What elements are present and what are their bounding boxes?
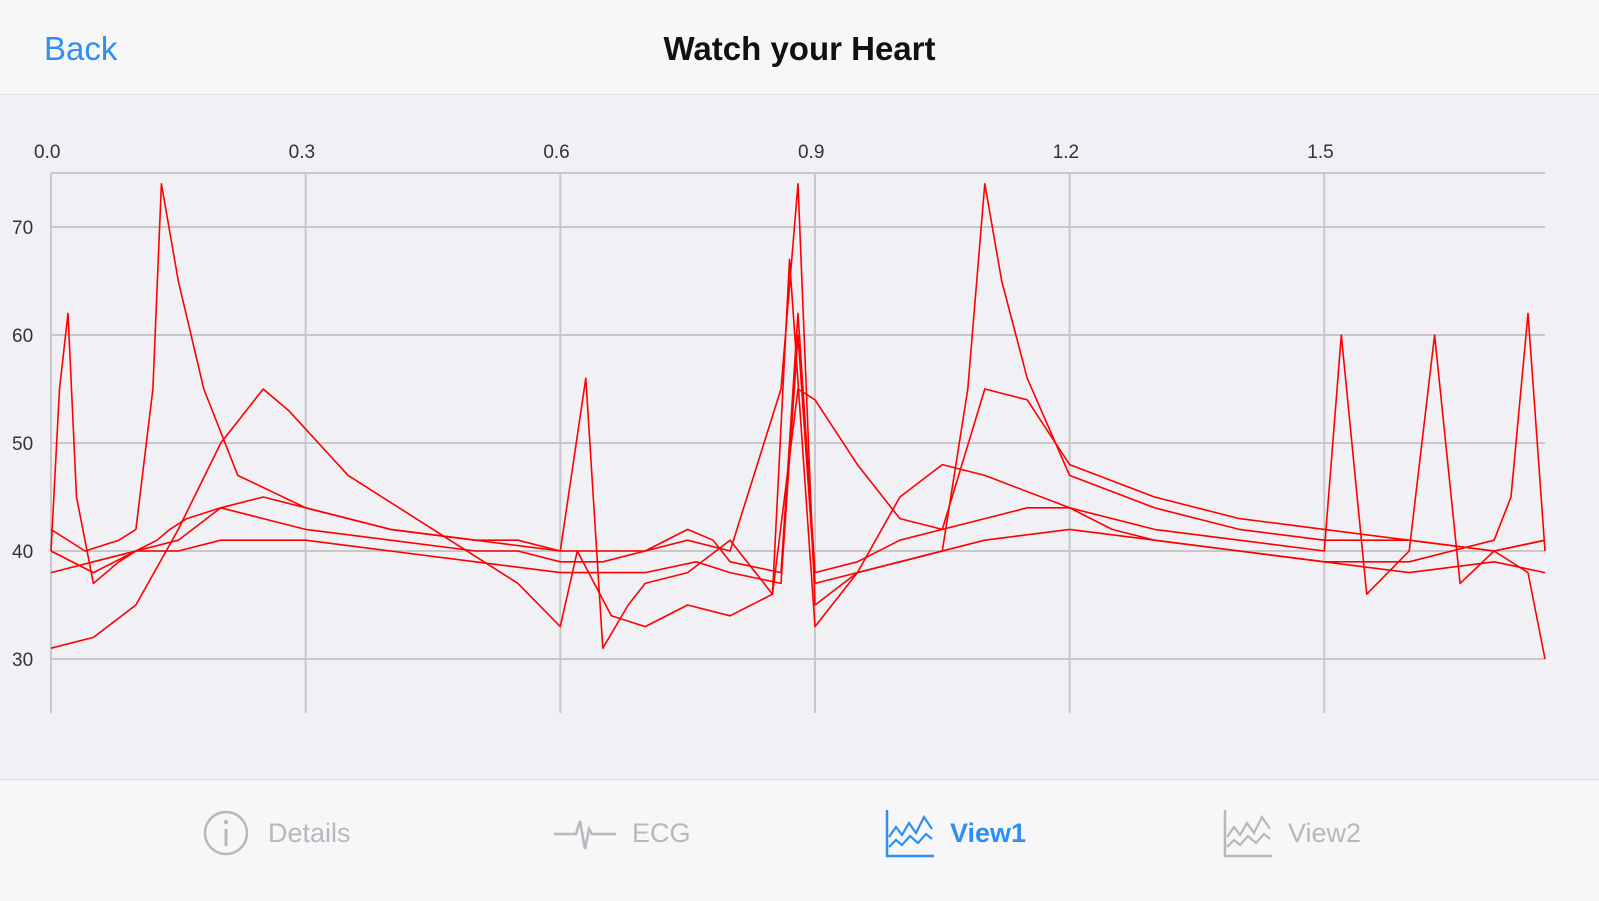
tab-bar: Details ECG View1 View2 (0, 779, 1599, 901)
tab-view2-label: View2 (1288, 817, 1362, 848)
series-line (50, 258, 1546, 660)
y-tick-label: 30 (12, 650, 33, 671)
ecg-pulse-icon (552, 807, 618, 859)
y-tick-label: 60 (12, 326, 33, 347)
area-chart-icon (1222, 807, 1274, 859)
series-line (50, 388, 1546, 649)
page-title: Watch your Heart (663, 30, 936, 67)
x-tick-label: 0.6 (543, 142, 569, 163)
tab-view2[interactable]: View2 (1222, 806, 1361, 860)
tab-details[interactable]: Details (202, 806, 351, 860)
x-tick-label: 0.0 (34, 142, 60, 163)
x-tick-label: 1.5 (1307, 142, 1333, 163)
tab-ecg-label: ECG (632, 817, 691, 848)
chart-area: 0.0 0.3 0.6 0.9 1.2 1.5 30 40 50 60 70 (0, 95, 1599, 779)
y-tick-label: 70 (12, 218, 33, 239)
x-tick-label: 1.2 (1053, 142, 1079, 163)
area-chart-icon (884, 807, 936, 859)
series-line (50, 334, 1546, 585)
x-tick-label: 0.3 (289, 142, 315, 163)
series-line (50, 183, 1546, 606)
back-button[interactable]: Back (44, 30, 118, 67)
navigation-bar: Back Watch your Heart (0, 0, 1599, 95)
x-tick-label: 0.9 (798, 142, 824, 163)
tab-details-label: Details (268, 817, 351, 848)
info-icon (202, 807, 254, 859)
y-tick-label: 50 (12, 434, 33, 455)
series-line (50, 312, 1546, 585)
tab-view1[interactable]: View1 (884, 806, 1026, 860)
ecg-line-chart: 0.0 0.3 0.6 0.9 1.2 1.5 30 40 50 60 70 (12, 142, 1546, 713)
tab-view1-label: View1 (950, 817, 1027, 848)
y-tick-label: 40 (12, 542, 33, 563)
tab-ecg[interactable]: ECG (552, 806, 691, 860)
